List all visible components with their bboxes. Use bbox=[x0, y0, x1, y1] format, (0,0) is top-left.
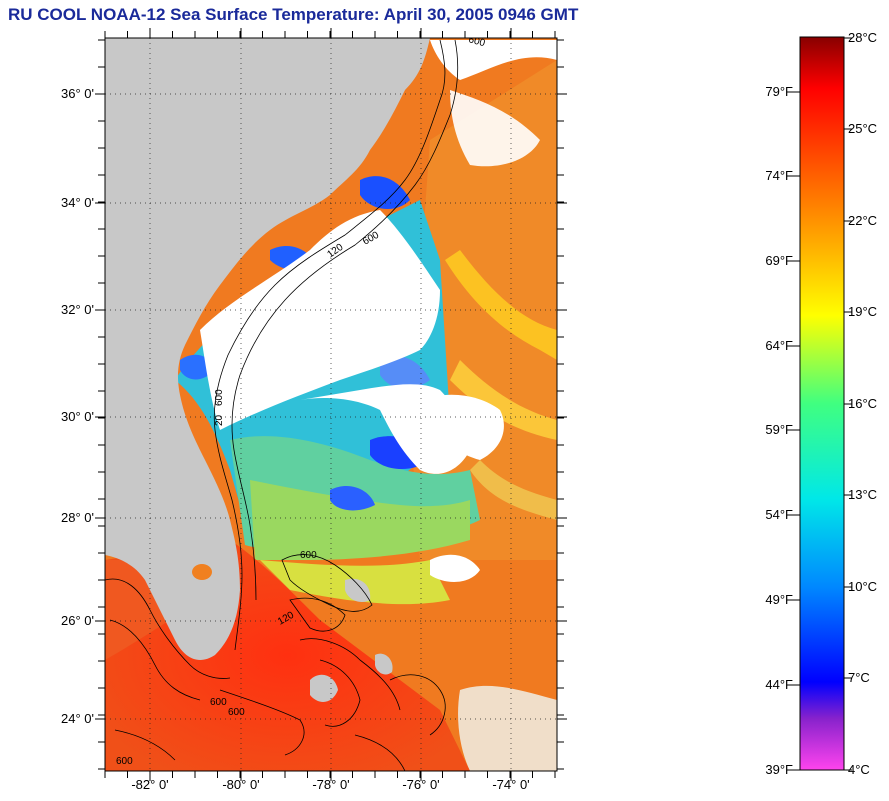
lat-label: 36° 0' bbox=[61, 86, 94, 101]
lat-label: 28° 0' bbox=[61, 510, 94, 525]
lon-label: -74° 0' bbox=[492, 777, 530, 792]
axis-ticks bbox=[95, 28, 567, 781]
cloud-cover bbox=[200, 210, 440, 430]
celsius-label: 13°C bbox=[848, 487, 878, 502]
celsius-label: 10°C bbox=[848, 579, 878, 594]
celsius-label: 28°C bbox=[848, 30, 878, 45]
celsius-label: 19°C bbox=[848, 304, 878, 319]
lon-label: -76° 0' bbox=[402, 777, 440, 792]
isobath-label: 20 bbox=[214, 414, 225, 426]
isobath-label: 600 bbox=[467, 34, 486, 49]
fahrenheit-label: 64°F bbox=[765, 338, 793, 353]
fahrenheit-label: 49°F bbox=[765, 592, 793, 607]
isobath-label: 600 bbox=[214, 389, 225, 406]
colorbar-ticks bbox=[792, 37, 852, 771]
celsius-label: 7°C bbox=[848, 670, 870, 685]
lat-label: 34° 0' bbox=[61, 195, 94, 210]
celsius-label: 4°C bbox=[848, 762, 870, 777]
lon-label: -80° 0' bbox=[222, 777, 260, 792]
lake-okeechobee bbox=[192, 564, 212, 580]
fahrenheit-label: 74°F bbox=[765, 168, 793, 183]
celsius-label: 16°C bbox=[848, 396, 878, 411]
colorbar-gradient bbox=[799, 36, 845, 771]
lat-label: 32° 0' bbox=[61, 302, 94, 317]
celsius-label: 25°C bbox=[848, 121, 878, 136]
fahrenheit-label: 79°F bbox=[765, 84, 793, 99]
fahrenheit-label: 54°F bbox=[765, 507, 793, 522]
lon-label: -82° 0' bbox=[131, 777, 169, 792]
map-title: RU COOL NOAA-12 Sea Surface Temperature:… bbox=[8, 5, 579, 24]
fahrenheit-label: 69°F bbox=[765, 253, 793, 268]
land-mass bbox=[105, 38, 430, 660]
lat-label: 26° 0' bbox=[61, 613, 94, 628]
isobath-label: 600 bbox=[300, 550, 317, 561]
isobath-contours bbox=[105, 39, 459, 771]
celsius-label: 22°C bbox=[848, 213, 878, 228]
graticule-grid bbox=[105, 38, 557, 771]
isobath-label: 600 bbox=[210, 697, 227, 708]
isobath-label: 600 bbox=[116, 756, 133, 767]
fahrenheit-label: 39°F bbox=[765, 762, 793, 777]
lat-label: 24° 0' bbox=[61, 711, 94, 726]
lat-label: 30° 0' bbox=[61, 409, 94, 424]
lon-label: -78° 0' bbox=[312, 777, 350, 792]
fahrenheit-label: 44°F bbox=[765, 677, 793, 692]
bahamas-island bbox=[310, 674, 338, 702]
fahrenheit-label: 59°F bbox=[765, 422, 793, 437]
isobath-label: 600 bbox=[228, 707, 245, 718]
